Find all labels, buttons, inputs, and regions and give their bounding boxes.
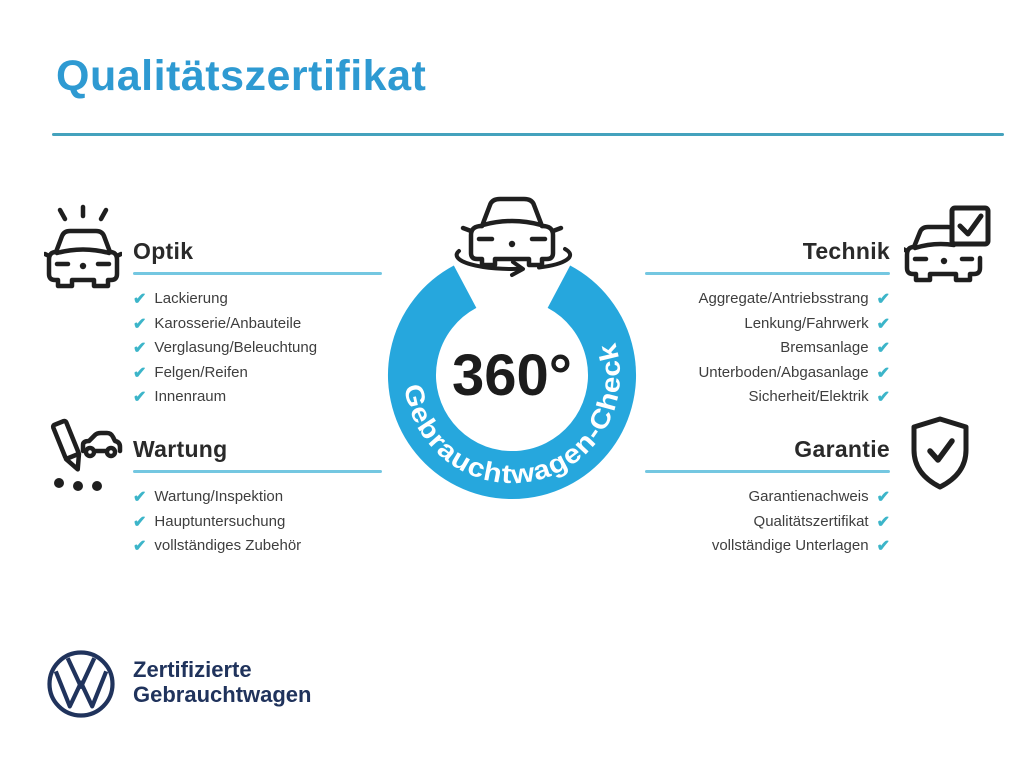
list-item: Sicherheit/Elektrik ✔ [634, 386, 890, 411]
list-item: Unterboden/Abgasanlage ✔ [634, 362, 890, 387]
list-item: vollständige Unterlagen ✔ [634, 535, 890, 560]
checklist-optik: ✔ Lackierung ✔ Karosserie/Anbauteile ✔ Verg… [133, 288, 389, 411]
item-label: vollständige Unterlagen [711, 537, 869, 554]
page-title: Qualitätszertifikat [56, 52, 427, 100]
check-icon: ✔ [876, 291, 890, 308]
item-label: Innenraum [154, 388, 227, 405]
item-label: Unterboden/Abgasanlage [698, 363, 869, 381]
check-icon: ✔ [876, 513, 890, 531]
item-label: Bremsanlage [780, 339, 869, 356]
check-icon: ✔ [133, 364, 147, 382]
car-checkbox-icon [904, 205, 991, 283]
list-item: Bremsanlage ✔ [634, 337, 890, 362]
check-icon: ✔ [133, 538, 147, 555]
item-label: vollständiges Zubehör [154, 537, 302, 554]
checklist-garantie: Garantienachweis ✔ Qualitätszertifikat ✔ v… [634, 486, 890, 560]
check-icon: ✔ [133, 315, 147, 333]
brand-text: Zertifizierte Gebrauchtwagen [133, 657, 311, 707]
item-label: Felgen/Reifen [154, 363, 248, 381]
list-item: ✔ Lackierung [133, 288, 389, 313]
checklist-wartung: ✔ Wartung/Inspektion ✔ Hauptuntersuchung ✔… [133, 486, 389, 560]
check-icon: ✔ [876, 340, 890, 357]
section-wartung: Wartung ✔ Wartung/Inspektion ✔ Hauptunters… [133, 436, 389, 560]
section-title-garantie: Garantie [794, 436, 890, 462]
section-divider [133, 272, 382, 275]
brand-line1: Zertifizierte [133, 657, 252, 682]
list-item: ✔ vollständiges Zubehör [133, 535, 389, 560]
item-label: Aggregate/Antriebsstrang [698, 290, 869, 307]
check-icon: ✔ [133, 389, 147, 406]
check-icon: ✔ [876, 315, 890, 333]
list-item: ✔ Felgen/Reifen [133, 362, 389, 387]
section-divider [645, 470, 890, 473]
check-icon: ✔ [133, 513, 147, 531]
list-item: ✔ Verglasung/Beleuchtung [133, 337, 389, 362]
service-checklist-icon [50, 418, 123, 491]
item-label: Hauptuntersuchung [154, 512, 286, 530]
list-item: Aggregate/Antriebsstrang ✔ [634, 288, 890, 313]
brand-line2: Gebrauchtwagen [133, 682, 312, 707]
check-icon: ✔ [876, 389, 890, 406]
list-item: ✔ Karosserie/Anbauteile [133, 313, 389, 338]
check-icon: ✔ [876, 489, 890, 506]
section-optik: Optik ✔ Lackierung ✔ Karosserie/Anbauteile… [133, 238, 389, 411]
item-label: Garantienachweis [748, 488, 869, 505]
section-divider [645, 272, 890, 275]
rotating-car-icon [454, 196, 573, 277]
list-item: ✔ Wartung/Inspektion [133, 486, 389, 511]
item-label: Qualitätszertifikat [753, 512, 869, 530]
section-title-optik: Optik [133, 238, 194, 264]
sparkling-car-icon [44, 204, 122, 289]
list-item: Qualitätszertifikat ✔ [634, 511, 890, 536]
item-label: Karosserie/Anbauteile [154, 314, 302, 332]
list-item: Garantienachweis ✔ [634, 486, 890, 511]
360-degree-badge: Gebrauchtwagen-Check 360° [388, 196, 636, 499]
vw-logo [47, 650, 115, 718]
shield-check-icon [911, 416, 969, 490]
check-icon: ✔ [876, 364, 890, 382]
check-icon: ✔ [133, 489, 147, 506]
check-icon: ✔ [133, 291, 147, 308]
title-divider [52, 133, 1004, 136]
section-technik: Technik Aggregate/Antriebsstrang ✔ Lenkun… [634, 238, 890, 411]
item-label: Lackierung [154, 290, 228, 307]
section-title-wartung: Wartung [133, 436, 228, 462]
section-garantie: Garantie Garantienachweis ✔ Qualitätszert… [634, 436, 890, 560]
list-item: Lenkung/Fahrwerk ✔ [634, 313, 890, 338]
section-divider [133, 470, 382, 473]
item-label: Wartung/Inspektion [154, 488, 284, 505]
check-icon: ✔ [133, 340, 147, 357]
check-icon: ✔ [876, 538, 890, 555]
section-title-technik: Technik [802, 238, 890, 264]
degree-label: 360° [452, 343, 572, 408]
item-label: Lenkung/Fahrwerk [744, 314, 869, 332]
item-label: Verglasung/Beleuchtung [154, 339, 318, 356]
item-label: Sicherheit/Elektrik [748, 388, 869, 405]
list-item: ✔ Innenraum [133, 386, 389, 411]
checklist-technik: Aggregate/Antriebsstrang ✔ Lenkung/Fahrwe… [634, 288, 890, 411]
list-item: ✔ Hauptuntersuchung [133, 511, 389, 536]
ring-arc [388, 265, 636, 499]
